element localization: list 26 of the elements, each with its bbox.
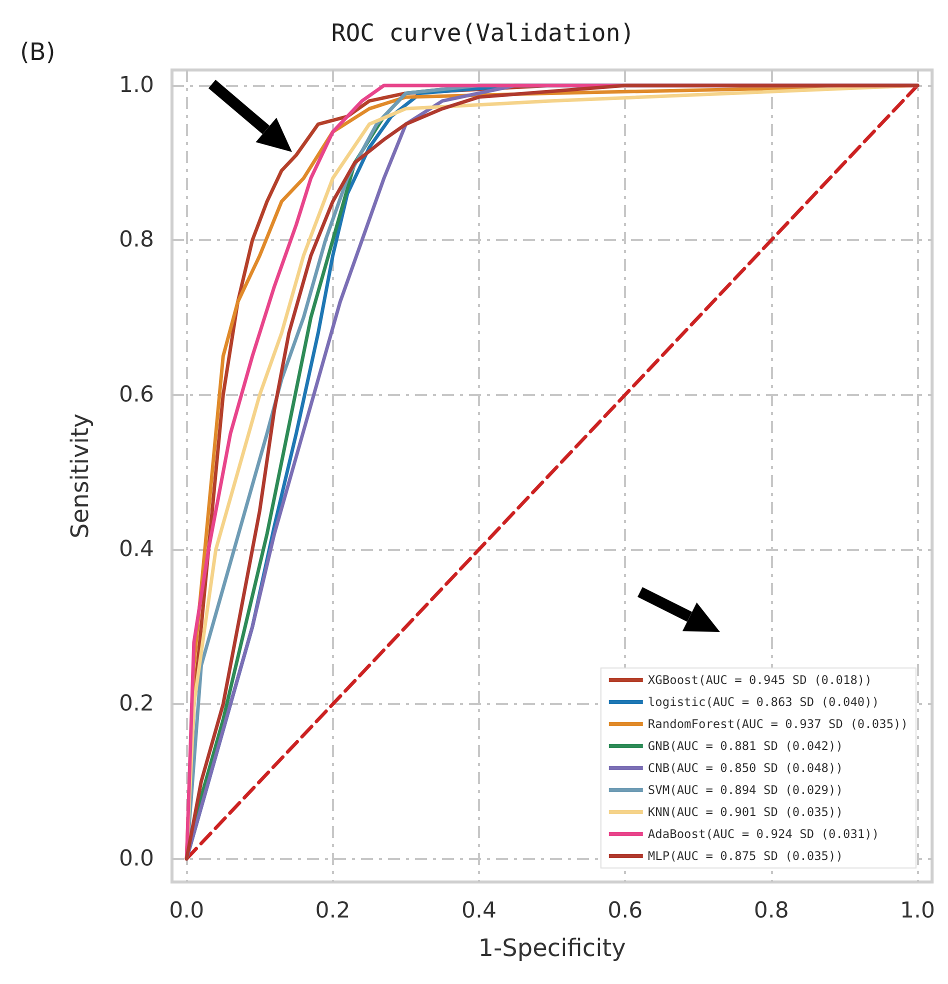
legend-label: GNB(AUC = 0.881 SD (0.042)) — [648, 739, 843, 753]
y-axis-title: Sensitivity — [66, 414, 94, 538]
legend-label: CNB(AUC = 0.850 SD (0.048)) — [648, 761, 843, 775]
x-tick-label: 0.6 — [608, 898, 643, 924]
y-tick-label: 0.6 — [119, 382, 154, 408]
legend-label: RandomForest(AUC = 0.937 SD (0.035)) — [648, 717, 908, 731]
chart-title: ROC curve(Validation) — [331, 19, 635, 47]
legend-label: KNN(AUC = 0.901 SD (0.035)) — [648, 805, 843, 819]
legend-label: SVM(AUC = 0.894 SD (0.029)) — [648, 783, 843, 797]
x-axis-title: 1-Specificity — [478, 934, 626, 962]
text: (B) — [20, 38, 56, 66]
y-tick-label: 1.0 — [119, 72, 154, 98]
legend-label: AdaBoost(AUC = 0.924 SD (0.031)) — [648, 827, 880, 841]
legend-label: logistic(AUC = 0.863 SD (0.040)) — [648, 695, 880, 709]
x-tick-label: 0.8 — [754, 898, 789, 924]
line-series — [184, 84, 920, 861]
legend-label: XGBoost(AUC = 0.945 SD (0.018)) — [648, 673, 872, 687]
y-tick-label: 0.2 — [119, 692, 154, 717]
y-tick-label: 0.8 — [119, 228, 154, 253]
x-tick-label: 1.0 — [900, 898, 936, 924]
y-tick-label: 0.4 — [119, 536, 154, 562]
legend-label: MLP(AUC = 0.875 SD (0.035)) — [648, 849, 843, 863]
x-tick-label: 0.2 — [315, 898, 350, 924]
x-tick-label: 0.4 — [461, 898, 496, 924]
x-tick-label: 0.0 — [169, 898, 204, 924]
y-tick-label: 0.0 — [119, 846, 154, 872]
